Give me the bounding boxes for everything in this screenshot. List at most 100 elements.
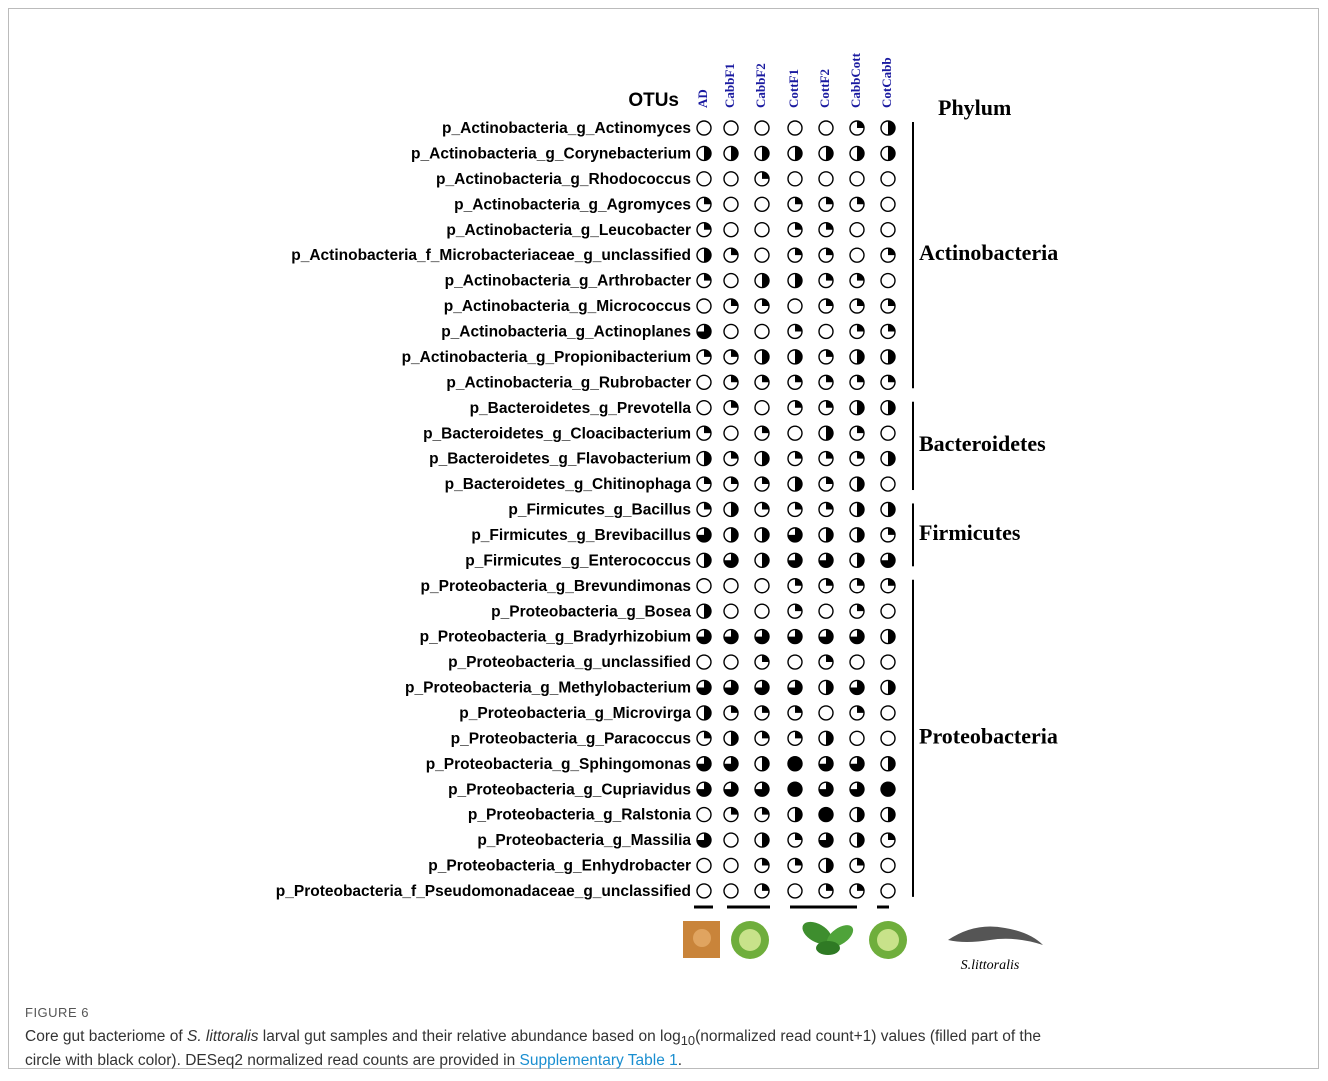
otu-label: p_Actinobacteria_g_Micrococcus — [444, 298, 691, 315]
fill — [704, 146, 711, 160]
outline — [881, 274, 895, 288]
abundance-circle — [881, 579, 895, 593]
abundance-circle — [755, 426, 769, 440]
abundance-circle — [755, 477, 769, 491]
fill — [888, 630, 895, 644]
outline — [788, 655, 802, 669]
abundance-circle — [819, 401, 833, 415]
fill — [704, 452, 711, 466]
fill — [888, 350, 895, 364]
abundance-circle — [788, 299, 802, 313]
outline — [724, 172, 738, 186]
abundance-circle — [788, 680, 802, 694]
abundance-circle — [819, 655, 833, 669]
outline — [724, 121, 738, 135]
caption: FIGURE 6 Core gut bacteriome of S. litto… — [25, 1003, 1315, 1071]
abundance-circle — [850, 884, 864, 898]
outline — [697, 299, 711, 313]
abundance-circle — [881, 528, 895, 542]
abundance-circle — [850, 655, 864, 669]
outline — [724, 884, 738, 898]
otu-label: p_Actinobacteria_g_Agromyces — [454, 196, 691, 213]
abundance-circle — [788, 553, 802, 567]
abundance-circle — [850, 375, 864, 389]
otu-label: p_Proteobacteria_g_Enhydrobacter — [428, 858, 691, 875]
abundance-circle — [788, 477, 802, 491]
abundance-circle — [819, 731, 833, 745]
abundance-circle — [881, 324, 895, 338]
otu-label: p_Firmicutes_g_Bacillus — [508, 502, 691, 519]
abundance-circle — [724, 477, 738, 491]
abundance-circle — [697, 858, 711, 872]
abundance-circle — [881, 680, 895, 694]
abundance-circle — [697, 782, 711, 796]
outline — [697, 375, 711, 389]
abundance-circle — [788, 146, 802, 160]
abundance-circle — [724, 630, 738, 644]
abundance-circle — [724, 680, 738, 694]
abundance-circle — [755, 248, 769, 262]
abundance-circle — [755, 528, 769, 542]
caption-text: (normalized read count+1) values (filled… — [695, 1028, 1041, 1045]
abundance-circle — [850, 528, 864, 542]
abundance-circle — [697, 680, 711, 694]
abundance-circle — [697, 375, 711, 389]
outline — [697, 655, 711, 669]
abundance-circle — [724, 452, 738, 466]
fill — [704, 706, 711, 720]
abundance-circle — [850, 452, 864, 466]
caption-text: . — [678, 1052, 682, 1069]
outline — [755, 401, 769, 415]
abundance-circle — [697, 757, 711, 771]
abundance-circle — [819, 782, 833, 796]
otu-label: p_Firmicutes_g_Brevibacillus — [471, 527, 691, 544]
outline — [724, 426, 738, 440]
abundance-circle — [850, 299, 864, 313]
abundance-circle — [819, 452, 833, 466]
abundance-circle — [850, 808, 864, 822]
abundance-circle — [788, 833, 802, 847]
outline — [881, 655, 895, 669]
outline — [755, 579, 769, 593]
fill — [762, 452, 769, 466]
abundance-circle — [850, 706, 864, 720]
otu-label: p_Proteobacteria_g_Paracoccus — [451, 730, 691, 747]
phylum-header: Phylum — [938, 95, 1011, 120]
abundance-circle — [881, 553, 895, 567]
otu-label: p_Proteobacteria_g_Methylobacterium — [405, 680, 691, 697]
outline — [881, 172, 895, 186]
abundance-circle — [819, 197, 833, 211]
outline — [881, 426, 895, 440]
species-label: S.littoralis — [961, 958, 1020, 973]
otu-label: p_Proteobacteria_g_Microvirga — [459, 705, 691, 722]
abundance-circle — [881, 655, 895, 669]
abundance-circle — [881, 706, 895, 720]
abundance-circle — [819, 553, 833, 567]
column-header: CabbF1 — [722, 63, 737, 108]
abundance-circle — [819, 757, 833, 771]
abundance-circle — [724, 274, 738, 288]
abundance-circle — [755, 121, 769, 135]
abundance-circle — [697, 350, 711, 364]
abundance-circle — [819, 630, 833, 644]
abundance-circle — [850, 553, 864, 567]
abundance-circle — [819, 426, 833, 440]
caption-link[interactable]: Supplementary Table 1 — [520, 1052, 678, 1069]
abundance-circle — [788, 502, 802, 516]
otu-label: p_Proteobacteria_g_Sphingomonas — [426, 756, 691, 773]
outline — [850, 731, 864, 745]
abundance-circle — [697, 553, 711, 567]
abundance-circle — [850, 858, 864, 872]
abundance-circle — [697, 172, 711, 186]
outline — [697, 579, 711, 593]
abundance-circle — [697, 655, 711, 669]
abundance-circle — [819, 858, 833, 872]
abundance-circle — [881, 350, 895, 364]
fill — [795, 146, 802, 160]
outline — [724, 274, 738, 288]
abundance-circle — [819, 528, 833, 542]
abundance-circle — [697, 401, 711, 415]
outline — [755, 197, 769, 211]
abundance-circle — [788, 426, 802, 440]
column-header: AD — [695, 89, 710, 108]
